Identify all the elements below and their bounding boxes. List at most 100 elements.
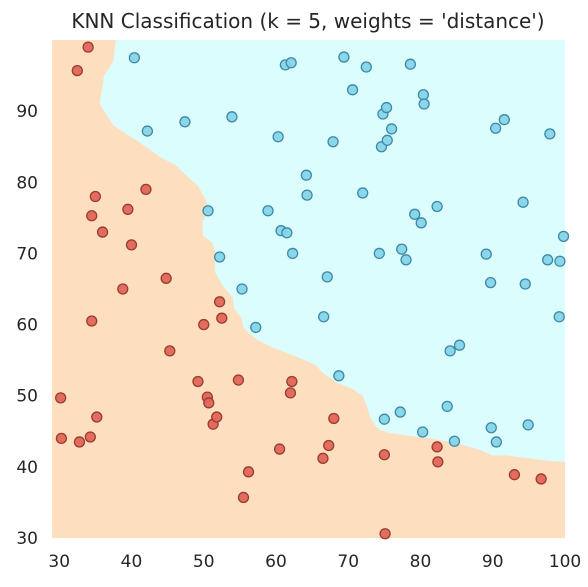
y-tick-label: 30: [16, 529, 38, 549]
orange-class-point: [160, 272, 172, 284]
cyan-class-point: [485, 422, 497, 434]
x-tick-label: 40: [121, 552, 143, 572]
orange-class-point: [91, 411, 103, 423]
cyan-class-point: [346, 84, 359, 96]
orange-class-point: [96, 226, 109, 238]
orange-class-point: [198, 318, 210, 331]
orange-class-point: [89, 190, 102, 203]
cyan-class-point: [236, 283, 248, 295]
cyan-class-point: [489, 122, 502, 134]
orange-class-point: [211, 411, 223, 423]
orange-class-point: [508, 469, 521, 481]
orange-class-point: [284, 387, 297, 399]
cyan-class-point: [333, 370, 345, 382]
cyan-class-point: [417, 89, 430, 101]
orange-class-point: [55, 392, 67, 404]
cyan-class-point: [373, 247, 385, 260]
cyan-class-point: [394, 406, 406, 418]
y-tick-label: 50: [16, 387, 38, 407]
cyan-class-point: [396, 243, 408, 255]
orange-class-point: [73, 436, 86, 448]
orange-class-point: [84, 431, 96, 443]
cyan-class-point: [226, 111, 238, 123]
orange-class-point: [203, 397, 215, 409]
cyan-class-point: [141, 125, 154, 137]
cyan-class-point: [417, 426, 429, 438]
cyan-class-point: [544, 128, 556, 140]
y-tick-label: 90: [16, 102, 38, 122]
cyan-class-point: [381, 134, 393, 146]
y-tick-label: 60: [16, 316, 38, 336]
cyan-class-point: [213, 251, 226, 263]
x-tick-label: 90: [482, 552, 504, 572]
plot-area: [52, 40, 566, 538]
cyan-class-point: [128, 52, 141, 64]
chart-title: KNN Classification (k = 5, weights = 'di…: [71, 9, 544, 33]
cyan-class-point: [448, 435, 461, 447]
orange-class-point: [242, 466, 255, 478]
orange-class-point: [379, 528, 391, 540]
cyan-class-point: [357, 187, 369, 199]
cyan-class-point: [415, 217, 427, 229]
orange-class-point: [535, 473, 547, 485]
orange-class-point: [216, 312, 228, 324]
cyan-class-point: [522, 419, 534, 431]
cyan-class-point: [441, 400, 453, 413]
orange-class-point: [323, 439, 335, 452]
cyan-class-point: [400, 254, 412, 266]
cyan-class-point: [484, 276, 497, 289]
cyan-class-point: [385, 123, 398, 135]
orange-class-point: [432, 456, 444, 468]
y-axis-ticks: 30 40 50 60 70 80 90: [16, 102, 38, 549]
orange-class-point: [71, 64, 83, 77]
cyan-class-point: [338, 51, 350, 63]
cyan-class-point: [498, 114, 510, 126]
cyan-class-point: [360, 61, 372, 73]
cyan-class-point: [453, 339, 466, 351]
orange-class-point: [86, 315, 98, 327]
orange-class-point: [378, 449, 391, 461]
y-tick-label: 40: [16, 458, 38, 478]
cyan-class-point: [554, 255, 566, 267]
orange-class-point: [431, 441, 443, 453]
cyan-class-point: [542, 254, 554, 266]
orange-class-point: [140, 183, 152, 196]
cyan-class-point: [250, 321, 262, 334]
cyan-class-point: [490, 436, 503, 448]
scatter-points: [55, 41, 570, 540]
orange-class-point: [232, 374, 245, 386]
orange-class-point: [55, 432, 68, 445]
cyan-class-point: [444, 345, 456, 357]
orange-class-point: [317, 452, 329, 464]
cyan-class-point: [272, 131, 284, 143]
cyan-class-point: [480, 248, 492, 260]
orange-class-point: [286, 375, 298, 388]
cyan-class-point: [179, 116, 191, 128]
cyan-class-point: [327, 136, 339, 148]
orange-class-point: [122, 203, 134, 215]
orange-class-point: [273, 443, 286, 455]
cyan-class-point: [557, 230, 570, 243]
cyan-class-point: [517, 196, 529, 208]
cyan-class-point: [409, 208, 421, 220]
y-tick-label: 70: [16, 244, 38, 264]
orange-class-point: [213, 296, 226, 308]
cyan-class-point: [202, 205, 214, 217]
orange-class-point: [237, 491, 250, 504]
cyan-class-point: [281, 227, 293, 239]
orange-class-point: [86, 210, 98, 222]
cyan-class-point: [321, 271, 333, 283]
orange-class-point: [125, 239, 138, 251]
x-tick-label: 100: [549, 552, 581, 572]
y-tick-label: 80: [16, 173, 38, 193]
cyan-class-point: [301, 189, 313, 201]
cyan-class-point: [286, 247, 299, 260]
x-tick-label: 70: [337, 552, 359, 572]
x-tick-label: 50: [193, 552, 215, 572]
cyan-class-point: [553, 311, 565, 323]
cyan-class-point: [318, 311, 330, 323]
cyan-class-point: [418, 98, 430, 110]
cyan-class-point: [378, 413, 391, 425]
x-axis-ticks: 30 40 50 60 70 80 90 100: [48, 552, 581, 572]
